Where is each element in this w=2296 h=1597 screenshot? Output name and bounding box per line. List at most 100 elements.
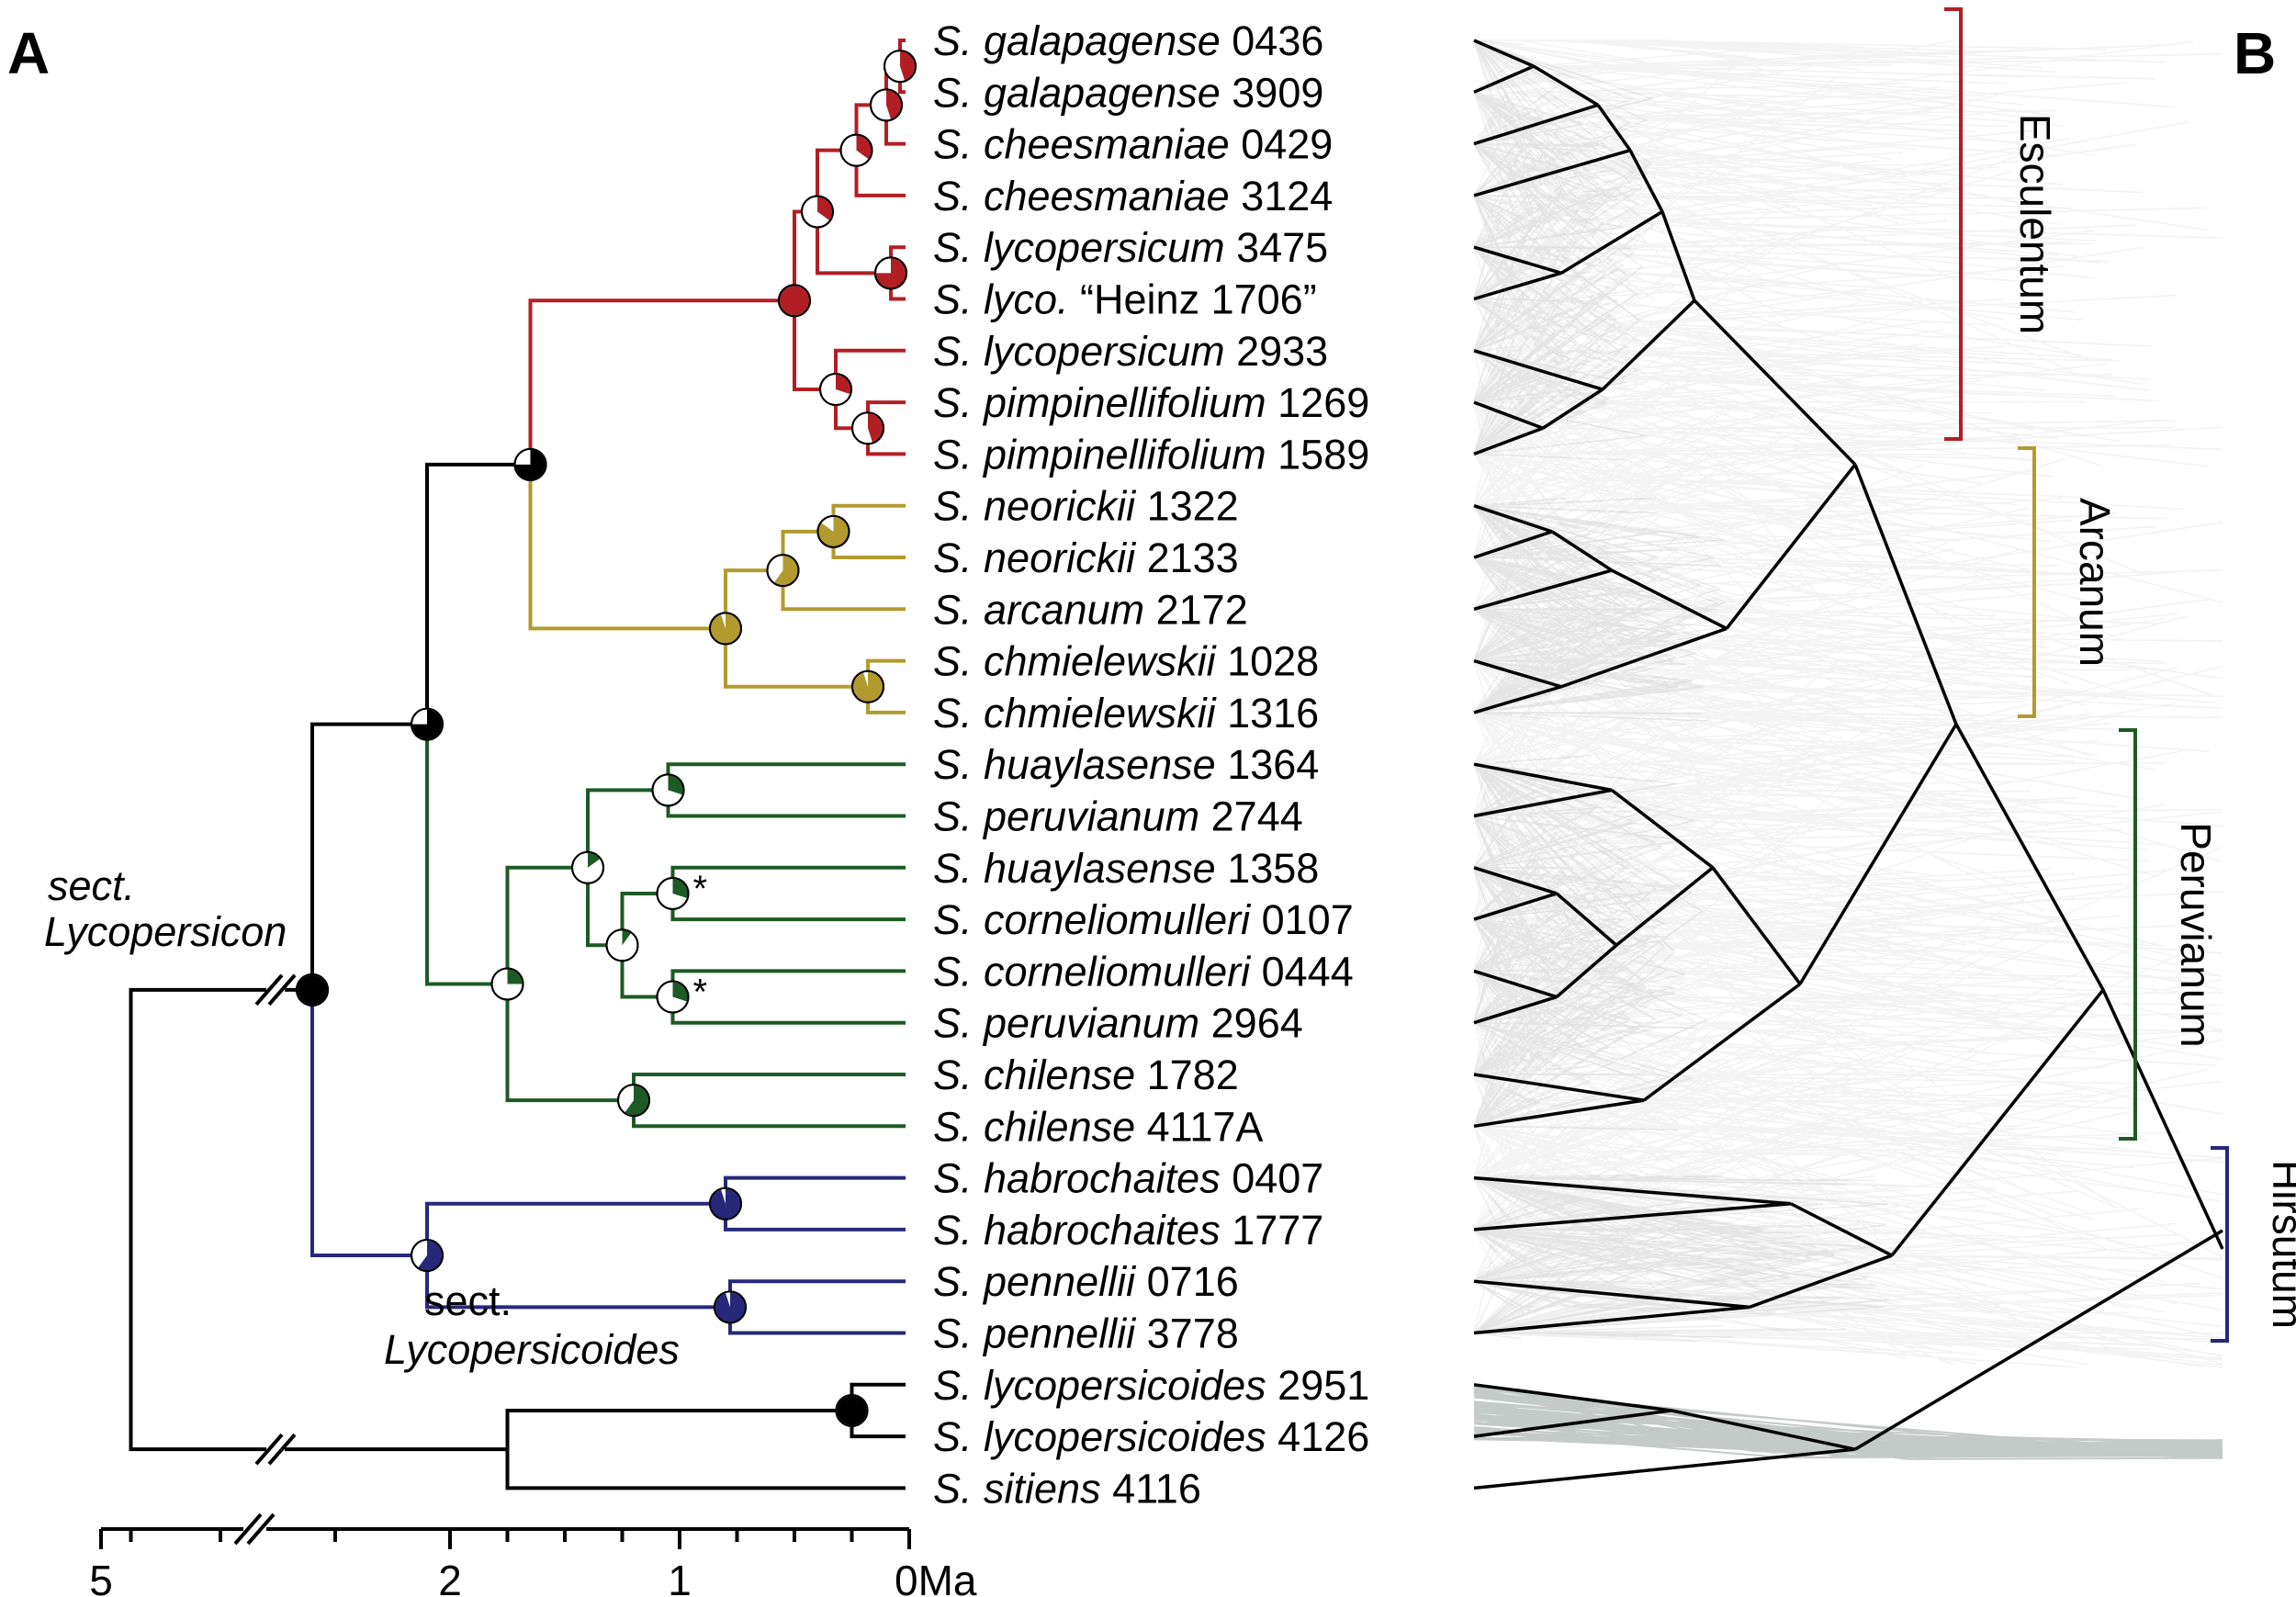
support-pie [801,195,834,229]
tree-branch [505,865,588,984]
species-tree-consensus [1473,39,2224,1490]
support-pie [819,373,852,407]
taxon-label: S. chilense 1782 [933,1052,1239,1098]
axis-tick-label: 0Ma [895,1557,977,1597]
taxon-label: S. galapagense 3909 [933,69,1323,116]
taxon-accession: 0436 [1221,17,1324,64]
taxon-label: S. lycopersicoides 4126 [933,1413,1369,1460]
taxon-species: S. habrochaites [933,1207,1221,1254]
taxon-label: S. lyco. “Heinz 1706” [933,276,1317,323]
taxon-accession: 2172 [1144,586,1248,633]
support-pie [651,773,685,807]
clade-label: Peruvianum [2172,822,2220,1047]
tree-branch [425,462,531,725]
taxon-accession: 3909 [1221,69,1324,116]
tree-branch [505,1408,852,1450]
section-label-lycopersicon-line1: sect. [48,862,135,909]
taxon-species: S. chmielewskii [933,690,1218,737]
taxon-species: S. pimpinellifolium [933,431,1266,478]
taxon-label: S. arcanum 2172 [933,586,1248,633]
tip-labels: S. galapagense 0436 S. galapagense 3909 S.… [933,17,1369,1512]
taxon-label: S. cheesmaniae 3124 [933,173,1333,219]
taxon-species: S. galapagense [933,17,1221,64]
clade-bracket-arcanum: Arcanum [2018,446,2119,718]
taxon-accession: 0444 [1250,948,1354,995]
axis-tick-label: 1 [668,1557,692,1597]
clade-label: Arcanum [2071,498,2119,667]
taxon-label: S. lycopersicum 3475 [933,224,1328,271]
support-pie [766,554,800,588]
taxon-accession: 1358 [1216,845,1320,892]
taxon-species: S. habrochaites [933,1155,1221,1202]
taxon-accession: 0407 [1221,1155,1324,1202]
taxon-label: S. chmielewskii 1316 [933,690,1319,737]
tree-branch [666,762,906,791]
taxon-species: S. neorickii [933,534,1137,581]
tree-branch [670,996,906,1025]
taxon-accession: 0429 [1230,121,1334,168]
tree-branch [670,969,906,997]
support-pie [411,1239,444,1273]
taxon-species: S. chilense [933,1052,1135,1098]
taxon-label: S. neorickii 2133 [933,534,1239,581]
taxon-species: S. pennellii [933,1310,1137,1357]
tree-branch [505,1449,906,1490]
axis-tick-label: 5 [89,1557,113,1597]
tree-branch [505,984,634,1103]
tree-branch [670,893,906,922]
tree-branch [528,464,726,631]
taxon-accession: 2951 [1266,1362,1370,1409]
taxon-accession: 1782 [1135,1052,1239,1098]
taxon-accession: 4117A [1135,1103,1263,1150]
taxon-accession: 4126 [1266,1413,1370,1460]
tree-branch [620,945,673,999]
tree-branch [632,1073,906,1101]
taxon-accession: 3124 [1230,173,1334,219]
clade-bracket-hirsutum: Hirsutum [2211,1146,2296,1343]
taxon-accession: 1364 [1216,741,1320,788]
tree-branch [632,1100,906,1129]
taxon-label: S. peruvianum 2964 [933,1000,1303,1047]
taxon-species: S. cheesmaniae [933,173,1230,219]
taxon-label: S. cheesmaniae 0429 [933,121,1333,168]
tree-branch [724,1203,906,1231]
taxon-label: S. pennellii 3778 [933,1310,1239,1357]
taxon-accession: 0716 [1135,1258,1239,1305]
clade-bracket-esculentum: Esculentum [1944,7,2059,441]
taxon-label: S. neorickii 1322 [933,483,1239,530]
taxon-label: S. pimpinellifolium 1269 [933,379,1369,426]
tree-branch [586,788,669,868]
node-support-pies: ** [296,50,917,1427]
branch-break-gap [266,1436,285,1463]
tree-branch [310,989,427,1258]
section-label-lycopersicon-line2: Lycopersicon [44,908,287,955]
clade-label: Esculentum [2011,114,2059,334]
time-axis: 5 2 1 0Ma [89,1513,977,1597]
tree-branch [310,722,427,990]
support-pie [778,284,811,318]
taxon-accession: 2744 [1199,793,1303,840]
panel-label-a: A [7,20,50,86]
section-label-lycopersicoides: sect. Lycopersicoides [384,1277,680,1373]
gene-tree-lines [1473,39,1889,1343]
dated-phylogeny [129,39,906,1490]
support-pie [839,133,873,167]
tree-branch [528,298,794,465]
taxon-accession: 3778 [1135,1310,1239,1357]
axis-break-mark [246,1513,276,1546]
tree-branch [724,568,783,629]
branch-break-mark [267,1433,297,1466]
tree-branch [781,570,906,612]
taxon-accession: 1777 [1221,1207,1324,1254]
taxon-label: S. lycopersicoides 2951 [933,1362,1369,1409]
tree-branch [129,1220,508,1452]
taxon-label: S. lycopersicum 2933 [933,328,1328,375]
support-pie [816,514,850,548]
tree-branch [425,724,508,986]
taxon-species: S. chilense [933,1103,1135,1150]
taxon-accession: “Heinz 1706” [1069,276,1317,323]
taxon-accession: 3475 [1225,224,1329,271]
tree-branch [670,865,906,894]
taxon-species: S. peruvianum [933,793,1199,840]
